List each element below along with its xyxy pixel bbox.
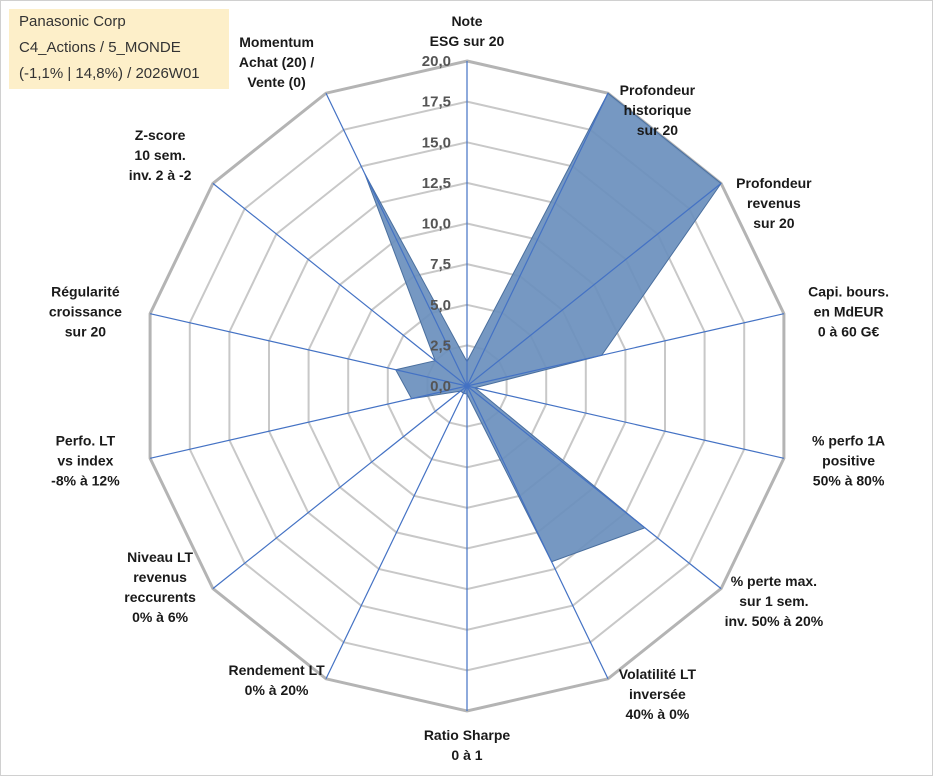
axis-spoke xyxy=(466,385,785,459)
axis-label: Note ESG sur 20 xyxy=(430,13,505,49)
axis-label: Capi. bours. en MdEUR 0 à 60 G€ xyxy=(808,284,889,340)
label-layer: Note ESG sur 20 Profondeur historique sur 20… xyxy=(49,13,889,763)
axis-spoke xyxy=(466,385,722,590)
axis-label: % perte max. sur 1 sem. inv. 50% à 20% xyxy=(725,573,824,629)
tick-label: 7,5 xyxy=(430,256,451,273)
axis-spoke xyxy=(466,313,785,387)
series-layer xyxy=(364,92,722,563)
tick-label: 15,0 xyxy=(422,134,451,151)
axis-label: Régularité croissance sur 20 xyxy=(49,284,122,340)
tick-label: 12,5 xyxy=(422,175,451,192)
series-area xyxy=(364,92,722,563)
axis-label: Volatilité LT inversée 40% à 0% xyxy=(619,666,697,722)
title-line-3: (-1,1% | 14,8%) / 2026W01 xyxy=(19,65,200,82)
tick-label: 17,5 xyxy=(422,94,451,111)
axis-label: Profondeur historique sur 20 xyxy=(620,82,696,138)
axis-label: Profondeur revenus sur 20 xyxy=(736,175,812,231)
tick-label: 20,0 xyxy=(422,53,451,70)
axis-spoke xyxy=(466,92,609,387)
tick-layer: 0,0 2,5 5,0 7,5 10,0 12,5 15,0 17,5 20,0 xyxy=(422,53,451,395)
axis-spoke xyxy=(466,182,722,387)
axis-layer xyxy=(149,61,785,711)
title-line-1: Panasonic Corp xyxy=(19,13,126,30)
axis-label: Momentum Achat (20) / Vente (0) xyxy=(239,34,315,90)
axis-spoke xyxy=(325,385,468,680)
axis-spoke xyxy=(149,385,468,459)
axis-label: Niveau LT revenus reccurents 0% à 6% xyxy=(124,549,196,625)
tick-label: 10,0 xyxy=(422,216,451,233)
tick-label: 0,0 xyxy=(430,378,451,395)
axis-label: Perfo. LT vs index -8% à 12% xyxy=(51,433,120,489)
axis-spoke xyxy=(212,182,468,387)
tick-label: 2,5 xyxy=(430,337,451,354)
axis-label: Z-score 10 sem. inv. 2 à -2 xyxy=(129,127,192,183)
title-box: Panasonic Corp C4_Actions / 5_MONDE (-1,… xyxy=(9,9,229,89)
title-line-2: C4_Actions / 5_MONDE xyxy=(19,39,181,56)
axis-label: Rendement LT 0% à 20% xyxy=(228,662,325,698)
axis-spoke xyxy=(325,92,468,387)
axis-spoke xyxy=(466,385,609,680)
tick-label: 5,0 xyxy=(430,297,451,314)
axis-spoke xyxy=(149,313,468,387)
axis-label: Ratio Sharpe 0 à 1 xyxy=(424,727,511,763)
axis-label: % perfo 1A positive 50% à 80% xyxy=(812,433,885,489)
axis-spoke xyxy=(212,385,468,590)
